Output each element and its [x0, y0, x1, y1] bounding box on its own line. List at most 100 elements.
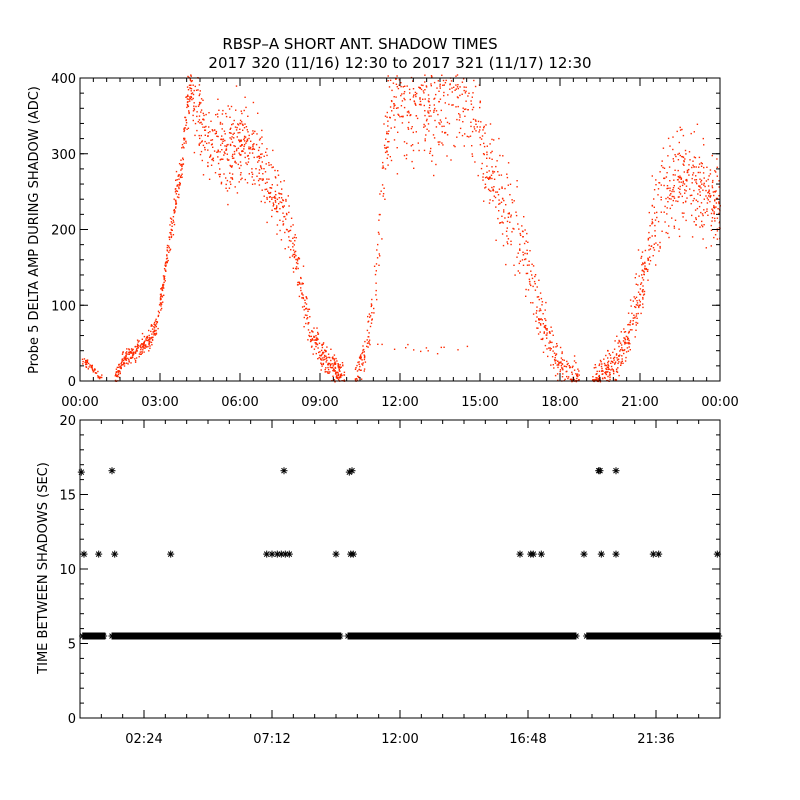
- upper-data-point: [443, 94, 445, 97]
- upper-data-point: [627, 324, 629, 326]
- upper-data-point: [363, 357, 366, 359]
- upper-data-point: [208, 112, 210, 114]
- upper-data-point: [654, 219, 657, 221]
- upper-data-point: [229, 181, 231, 183]
- upper-data-point: [83, 358, 86, 360]
- upper-data-point: [313, 327, 315, 329]
- outlier-point: [349, 550, 357, 558]
- upper-data-point: [600, 370, 603, 372]
- upper-data-point: [260, 200, 262, 203]
- upper-data-point: [223, 130, 226, 132]
- upper-data-point: [132, 356, 134, 359]
- upper-data-point: [532, 313, 535, 315]
- upper-data-point: [137, 341, 139, 343]
- upper-data-point: [294, 267, 297, 270]
- upper-data-point: [427, 111, 429, 114]
- upper-data-point: [320, 363, 323, 365]
- upper-data-point: [290, 240, 292, 242]
- upper-data-point: [483, 125, 485, 128]
- upper-data-point: [631, 312, 633, 315]
- upper-data-point: [85, 366, 88, 368]
- upper-data-point: [420, 103, 422, 106]
- upper-data-point: [176, 196, 179, 198]
- upper-data-point: [499, 222, 502, 224]
- upper-data-point: [694, 209, 697, 211]
- upper-data-point: [429, 152, 431, 154]
- upper-data-point: [680, 178, 682, 180]
- upper-data-point: [672, 189, 674, 191]
- upper-data-point: [308, 322, 310, 324]
- upper-data-point: [342, 365, 344, 367]
- upper-data-point: [548, 342, 550, 344]
- upper-data-point: [265, 151, 267, 153]
- upper-data-point: [677, 175, 679, 178]
- upper-data-point: [656, 216, 658, 219]
- upper-data-point: [128, 348, 130, 350]
- upper-data-point: [233, 132, 235, 134]
- upper-data-point: [231, 136, 233, 138]
- upper-data-point: [129, 351, 131, 354]
- upper-data-point: [199, 153, 202, 156]
- upper-data-point: [125, 359, 128, 361]
- upper-data-point: [337, 366, 339, 368]
- upper-data-point: [492, 170, 494, 172]
- upper-data-point: [394, 119, 396, 121]
- upper-data-point: [498, 174, 500, 176]
- upper-data-point: [696, 123, 699, 125]
- upper-data-point: [401, 122, 404, 124]
- upper-data-point: [297, 257, 300, 259]
- upper-data-point: [190, 96, 193, 99]
- upper-data-point: [359, 357, 362, 359]
- upper-data-point: [187, 105, 189, 107]
- upper-data-point: [496, 160, 498, 162]
- upper-data-point: [211, 129, 213, 131]
- upper-data-point: [134, 361, 137, 363]
- upper-data-point: [467, 95, 469, 97]
- upper-data-point: [272, 202, 274, 204]
- upper-data-point: [221, 123, 224, 125]
- upper-data-point: [90, 366, 92, 369]
- upper-data-point: [620, 331, 622, 333]
- upper-data-point: [412, 88, 415, 90]
- upper-data-point: [488, 170, 490, 172]
- upper-data-point: [545, 301, 547, 304]
- upper-data-point: [318, 351, 320, 354]
- upper-data-point: [228, 132, 231, 134]
- upper-data-point: [716, 230, 719, 232]
- upper-data-point: [448, 122, 451, 125]
- upper-data-point: [325, 357, 327, 360]
- upper-data-point: [382, 165, 384, 167]
- upper-data-point: [324, 371, 326, 373]
- upper-data-point: [502, 244, 505, 247]
- upper-data-point: [502, 198, 504, 200]
- upper-data-point: [453, 86, 455, 88]
- upper-data-point: [488, 189, 491, 192]
- upper-data-point: [320, 354, 323, 357]
- upper-data-point: [665, 231, 667, 234]
- upper-data-point: [251, 133, 253, 135]
- upper-data-point: [188, 84, 191, 86]
- upper-data-point: [235, 129, 238, 131]
- upper-data-point: [395, 83, 398, 85]
- upper-data-point: [227, 203, 229, 206]
- upper-data-point: [117, 372, 120, 374]
- y-tick-label: 15: [59, 489, 76, 504]
- upper-data-point: [319, 354, 321, 357]
- upper-data-point: [151, 325, 153, 327]
- upper-data-point: [172, 219, 174, 222]
- upper-data-point: [685, 179, 687, 181]
- upper-data-point: [691, 182, 693, 184]
- upper-data-point: [526, 264, 529, 266]
- upper-data-point: [225, 183, 227, 186]
- upper-data-point: [415, 131, 417, 133]
- upper-data-point: [463, 108, 466, 111]
- upper-data-point: [393, 103, 395, 105]
- upper-data-point: [459, 127, 462, 130]
- upper-data-point: [455, 84, 457, 86]
- upper-data-point: [484, 132, 486, 134]
- upper-data-point: [621, 360, 623, 362]
- upper-data-point: [210, 120, 212, 122]
- upper-data-point: [393, 107, 395, 109]
- outlier-point: [612, 467, 620, 475]
- upper-data-point: [461, 134, 464, 137]
